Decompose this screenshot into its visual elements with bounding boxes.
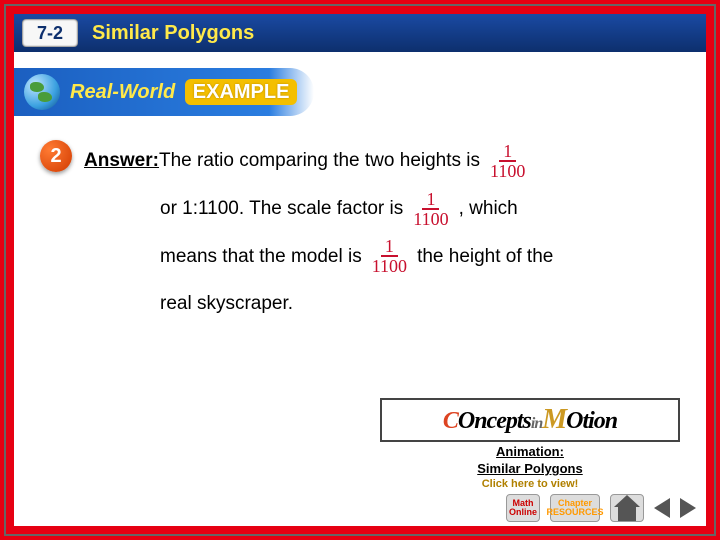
- answer-content: Answer: The ratio comparing the two heig…: [84, 140, 690, 331]
- text-segment: means that the model is: [160, 236, 362, 278]
- real-world-example-banner: Real-World EXAMPLE: [14, 68, 314, 116]
- math-online-button[interactable]: Math Online: [506, 494, 540, 522]
- cim-caption-line1: Animation:: [380, 444, 680, 459]
- house-icon: [614, 495, 640, 521]
- next-button[interactable]: [680, 498, 696, 518]
- lesson-title: Similar Polygons: [92, 22, 254, 45]
- banner-example: EXAMPLE: [185, 79, 298, 105]
- chapter-resources-button[interactable]: Chapter RESOURCES: [550, 494, 600, 522]
- example-number-badge: 2: [40, 140, 72, 172]
- answer-label: Answer:: [84, 140, 159, 182]
- answer-line-2: or 1:1100. The scale factor is 1 1100 , …: [160, 188, 690, 230]
- fraction-2: 1 1100: [409, 190, 452, 228]
- math-online-label: Math Online: [507, 499, 539, 517]
- logo-oncepts: Oncepts: [458, 408, 531, 435]
- logo-otion: Otion: [566, 408, 617, 435]
- chapter-resources-label: Chapter RESOURCES: [547, 499, 604, 517]
- logo-letter-m: M: [542, 404, 566, 436]
- lesson-number-badge: 7-2: [22, 19, 78, 47]
- text-segment: or 1:1100. The scale factor is: [160, 188, 403, 230]
- fraction-denominator: 1100: [486, 162, 529, 180]
- fraction-denominator: 1100: [409, 210, 452, 228]
- text-segment: The ratio comparing the two heights is: [159, 140, 480, 182]
- fraction-denominator: 1100: [368, 257, 411, 275]
- text-segment: real skyscraper.: [160, 283, 293, 325]
- fraction-1: 1 1100: [486, 142, 529, 180]
- home-button[interactable]: [610, 494, 644, 522]
- concepts-in-motion-logo: C Oncepts in M Otion: [380, 398, 680, 442]
- footer-nav: Math Online Chapter RESOURCES: [506, 494, 696, 522]
- prev-button[interactable]: [654, 498, 670, 518]
- banner-text: Real-World EXAMPLE: [70, 81, 297, 104]
- answer-line-1: Answer: The ratio comparing the two heig…: [84, 140, 690, 182]
- logo-in: in: [531, 415, 542, 433]
- fraction-3: 1 1100: [368, 237, 411, 275]
- answer-line-3: means that the model is 1 1100 the heigh…: [160, 236, 690, 278]
- cim-click-here: Click here to view!: [380, 478, 680, 490]
- banner-real-world: Real-World: [70, 81, 175, 103]
- answer-line-4: real skyscraper.: [160, 283, 690, 325]
- logo-letter-c: C: [443, 408, 458, 435]
- header-bar: 7-2 Similar Polygons: [14, 14, 706, 52]
- cim-caption-line2: Similar Polygons: [380, 461, 680, 476]
- fraction-numerator: 1: [499, 142, 516, 162]
- fraction-numerator: 1: [422, 190, 439, 210]
- concepts-in-motion-block[interactable]: C Oncepts in M Otion Animation: Similar …: [380, 398, 680, 490]
- text-segment: the height of the: [417, 236, 553, 278]
- globe-icon: [24, 74, 60, 110]
- text-segment: , which: [459, 188, 518, 230]
- fraction-numerator: 1: [381, 237, 398, 257]
